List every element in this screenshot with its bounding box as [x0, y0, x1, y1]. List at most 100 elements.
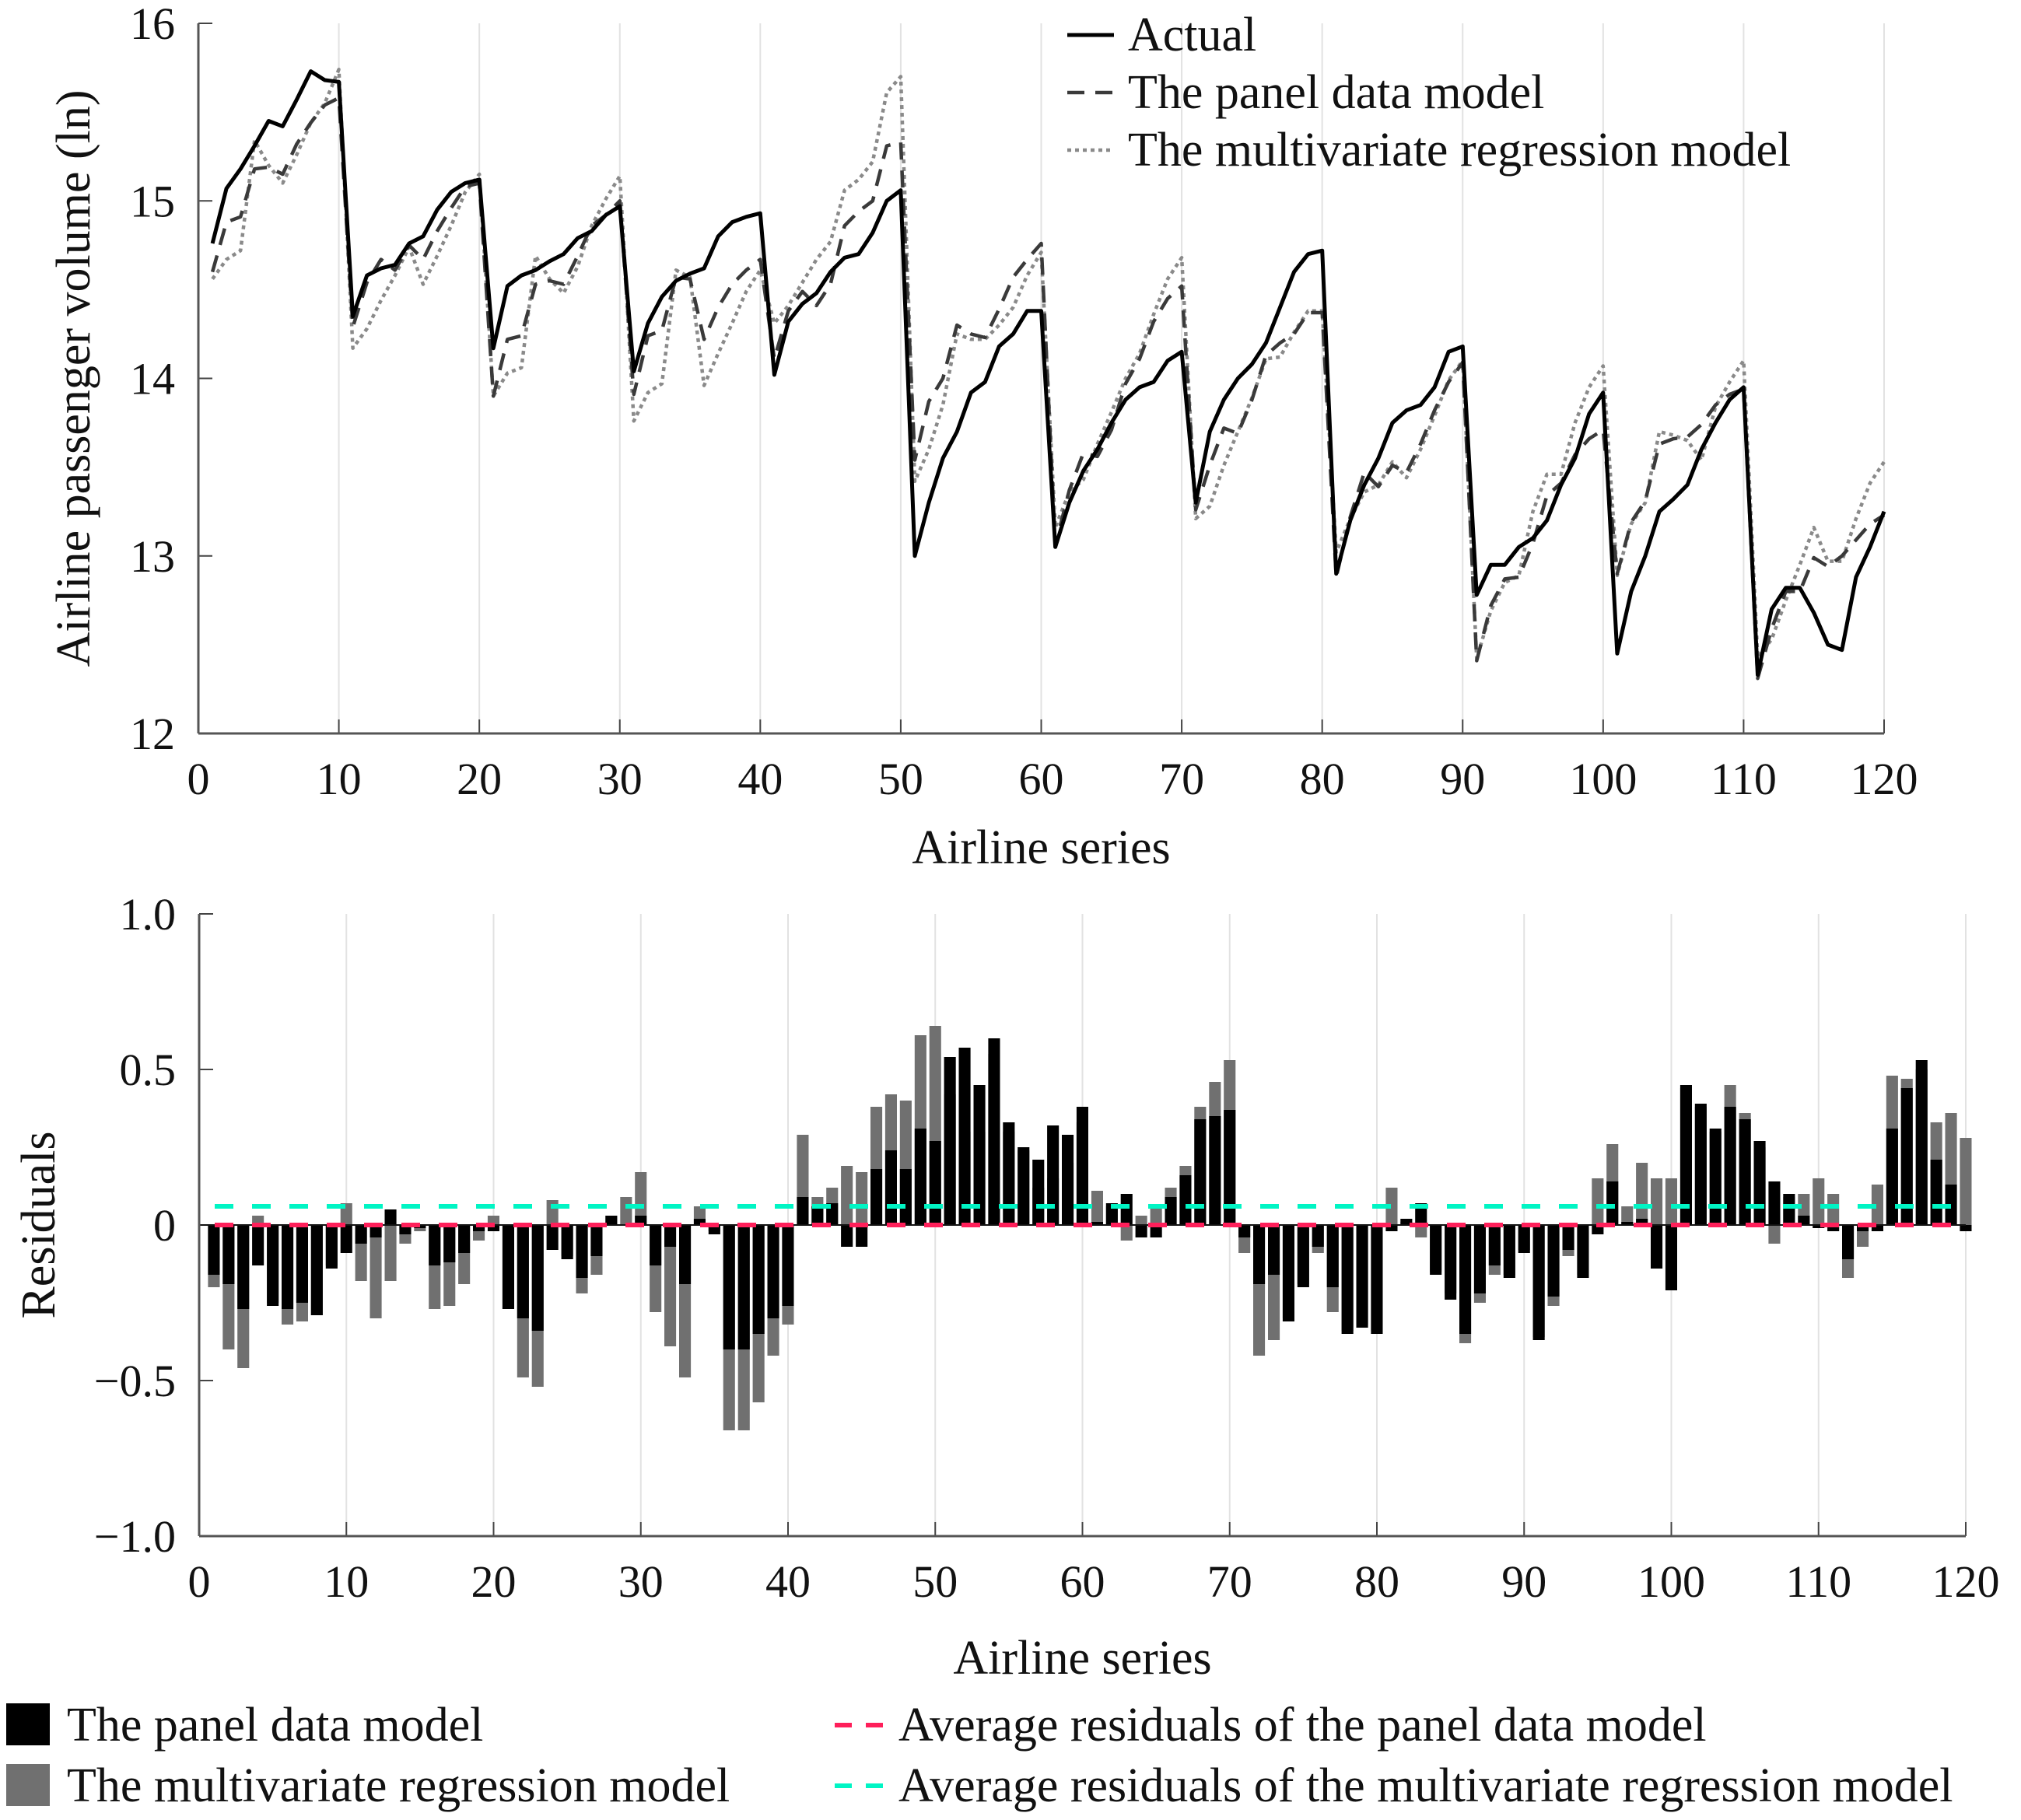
residual-bar [1341, 1225, 1354, 1334]
residual-bar [1518, 1225, 1530, 1253]
residual-bar [841, 1225, 853, 1247]
residual-bar [1651, 1225, 1663, 1269]
residual-bar [1238, 1225, 1251, 1237]
y-tick-label: −1.0 [94, 1511, 176, 1562]
x-axis-title: Airline series [953, 1632, 1211, 1685]
residual-bar [650, 1225, 662, 1265]
residual-bar [797, 1197, 809, 1225]
residual-bar [1091, 1191, 1103, 1225]
residual-bar [1960, 1138, 1972, 1225]
residual-bar [1768, 1225, 1781, 1244]
residual-bar [1665, 1178, 1677, 1225]
residual-bar [296, 1225, 308, 1303]
passenger-volume-line-chart: 0 10 20 30 40 50 60 70 80 90 100 110 120 12 13 14 15 16 Ai… [47, 0, 1918, 874]
residual-bar [1915, 1060, 1928, 1225]
residual-bar [1135, 1216, 1147, 1225]
y-tick-label: 12 [130, 709, 175, 759]
residual-bar [502, 1225, 514, 1309]
legend-label: The multivariate regression model [67, 1759, 730, 1812]
residual-bar [252, 1225, 264, 1265]
residual-bar [1120, 1194, 1133, 1225]
residual-bar [1018, 1147, 1030, 1225]
residual-bar [546, 1200, 559, 1225]
residual-bar [1694, 1104, 1707, 1225]
residual-bar [473, 1225, 485, 1231]
residual-bar [1445, 1225, 1457, 1300]
bar-series-panel [208, 1038, 1972, 1349]
residual-bar [1945, 1185, 1957, 1225]
y-tick-label: 15 [130, 176, 175, 226]
residual-bar [884, 1150, 897, 1225]
x-tick-label: 60 [1060, 1556, 1105, 1607]
residual-bar [384, 1209, 397, 1225]
y-tick-label: 13 [130, 531, 175, 582]
residual-bar [1577, 1225, 1589, 1278]
residual-bar [1503, 1225, 1515, 1278]
residual-bar [811, 1206, 824, 1225]
residual-bar [1371, 1225, 1383, 1334]
residual-bar [384, 1225, 397, 1281]
legend-label: Average residuals of the panel data mode… [898, 1699, 1707, 1752]
x-tick-label: 50 [878, 754, 923, 804]
residual-bar [443, 1225, 456, 1262]
x-tick-label: 0 [187, 754, 210, 804]
x-tick-label: 10 [317, 754, 362, 804]
residual-bar [370, 1225, 382, 1318]
x-tick-label: 50 [912, 1556, 958, 1607]
residual-bar [737, 1225, 750, 1349]
residual-bar [1385, 1188, 1398, 1225]
residual-bar [1003, 1122, 1015, 1225]
x-tick-label: 0 [188, 1556, 211, 1607]
y-axis-title: Airline passenger volume (ln) [47, 89, 100, 667]
residual-bar [1813, 1178, 1825, 1225]
residual-bar [370, 1225, 382, 1237]
residual-bar [870, 1169, 883, 1225]
bar-series-multivariate [208, 1026, 1972, 1430]
residual-bar [693, 1219, 706, 1225]
residual-bar [325, 1225, 338, 1269]
residual-bar [237, 1225, 250, 1309]
residual-bar [856, 1225, 868, 1247]
residual-bar [1886, 1129, 1898, 1225]
residual-bar [856, 1172, 868, 1225]
y-axis-title: Residuals [12, 1131, 65, 1318]
residual-bar [1253, 1225, 1266, 1284]
x-tick-label: 80 [1354, 1556, 1399, 1607]
residual-bar [576, 1225, 588, 1278]
residual-bar [1709, 1129, 1722, 1225]
residual-bar [664, 1225, 677, 1247]
residual-bar [1621, 1206, 1634, 1225]
residual-bar [1679, 1085, 1692, 1225]
residual-bar [1312, 1225, 1324, 1247]
residual-bar [1032, 1160, 1045, 1225]
residual-bar [988, 1038, 1000, 1225]
series-line-dotted [211, 68, 1886, 661]
residual-bar [1636, 1219, 1648, 1225]
residual-bar [267, 1225, 279, 1306]
residual-bar [1076, 1107, 1088, 1225]
residual-bar [958, 1048, 971, 1225]
y-tick-label: 0.5 [120, 1045, 177, 1095]
residual-bar [282, 1225, 294, 1309]
residual-bar [1415, 1225, 1427, 1237]
x-tick-label: 100 [1569, 754, 1637, 804]
residual-bar [841, 1166, 853, 1225]
residual-bar [1385, 1225, 1398, 1231]
residual-bar [1960, 1225, 1972, 1231]
residual-bar [1636, 1163, 1648, 1225]
x-tick-label: 40 [765, 1556, 811, 1607]
residual-bar [1606, 1181, 1619, 1225]
legend-label: Average residuals of the multivariate re… [898, 1759, 1953, 1812]
x-tick-label: 40 [737, 754, 783, 804]
residual-bar [1813, 1225, 1825, 1228]
residual-bar [1297, 1225, 1309, 1287]
residual-bar [1739, 1119, 1751, 1225]
residual-bar [590, 1225, 603, 1256]
residual-bar [1473, 1225, 1486, 1293]
residual-bar [546, 1225, 559, 1250]
x-tick-label: 20 [471, 1556, 517, 1607]
residual-bar [1871, 1185, 1883, 1225]
residual-bar [1356, 1225, 1368, 1328]
